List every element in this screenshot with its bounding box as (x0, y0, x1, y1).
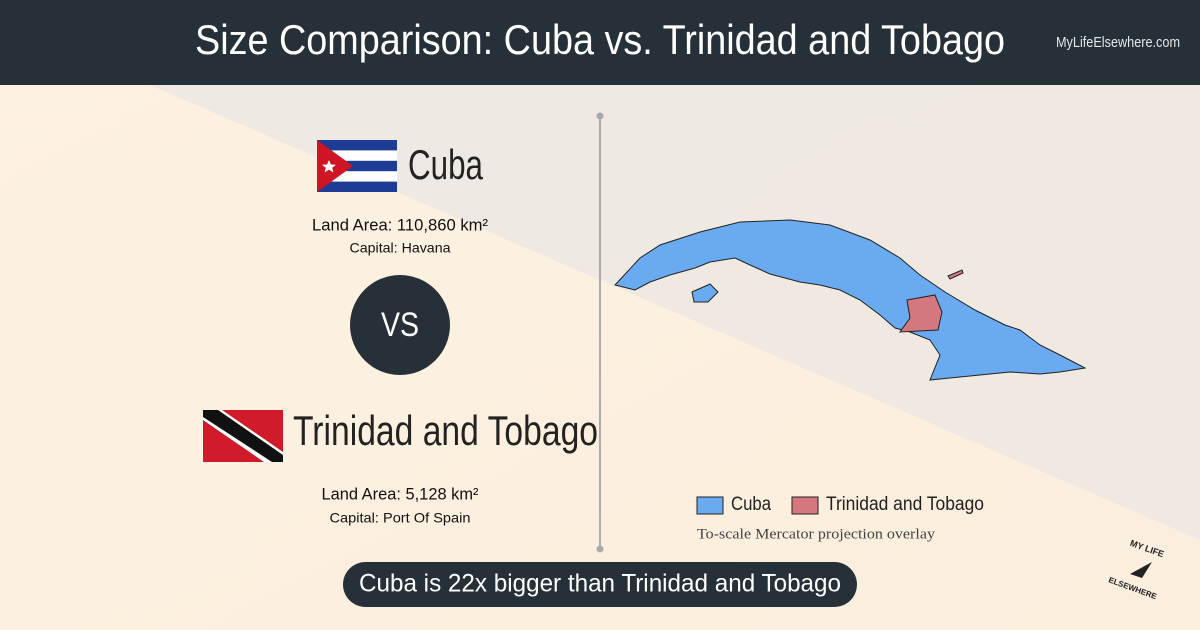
country-name: Cuba (408, 141, 483, 188)
tt-shape (898, 294, 943, 333)
capital: Capital: Port Of Spain (330, 510, 471, 526)
legend-swatch (791, 496, 819, 515)
site-name: MyLifeElsewhere.com (1056, 34, 1180, 51)
legend-label: Trinidad and Tobago (826, 494, 984, 515)
cuba-flag (317, 140, 397, 192)
capital: Capital: Havana (350, 240, 451, 256)
divider-dot (596, 112, 604, 120)
title: Size Comparison: Cuba vs. Trinidad and T… (195, 16, 1005, 63)
divider-dot (596, 545, 604, 553)
land-area: Land Area: 110,860 km² (312, 215, 488, 234)
cuba-island (691, 283, 719, 303)
cuba-shape (614, 219, 1087, 381)
background-band (150, 85, 1200, 540)
tt-flag (203, 410, 283, 462)
legend-label: Cuba (731, 494, 771, 515)
tobago-shape (947, 269, 964, 280)
note: To-scale Mercator projection overlay (697, 526, 936, 542)
legend-swatch (696, 496, 724, 515)
vs-badge (350, 275, 450, 375)
header (0, 0, 1200, 85)
summary: Cuba is 22x bigger than Trinidad and Tob… (359, 570, 841, 598)
land-area: Land Area: 5,128 km² (322, 484, 479, 503)
country-name: Trinidad and Tobago (293, 407, 598, 454)
summary-pill (343, 562, 857, 607)
vs-text: VS (381, 306, 419, 344)
